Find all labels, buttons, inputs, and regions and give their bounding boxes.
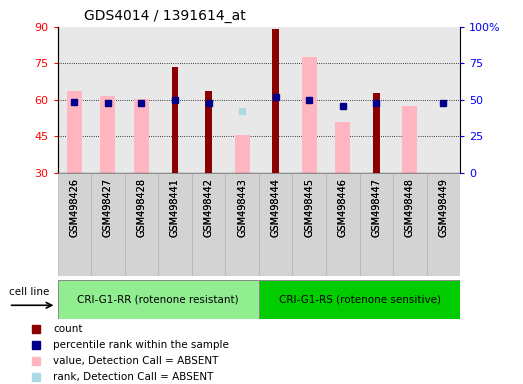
Bar: [402, 106, 417, 173]
Text: percentile rank within the sample: percentile rank within the sample: [53, 340, 229, 350]
Text: GSM498428: GSM498428: [137, 178, 146, 237]
Bar: [58, 173, 91, 276]
Text: GSM498441: GSM498441: [170, 178, 180, 237]
Text: GSM498445: GSM498445: [304, 178, 314, 237]
Text: GSM498447: GSM498447: [371, 178, 381, 237]
Bar: [360, 173, 393, 276]
Text: GSM498442: GSM498442: [203, 178, 213, 237]
Text: GSM498446: GSM498446: [338, 178, 348, 237]
Text: GSM498442: GSM498442: [203, 178, 213, 237]
Bar: [67, 91, 82, 173]
Text: GSM498444: GSM498444: [271, 178, 281, 237]
FancyBboxPatch shape: [259, 280, 460, 319]
Text: GSM498443: GSM498443: [237, 178, 247, 237]
Bar: [100, 96, 116, 173]
Bar: [326, 173, 360, 276]
Text: GSM498428: GSM498428: [137, 178, 146, 237]
Text: GDS4014 / 1391614_at: GDS4014 / 1391614_at: [84, 9, 245, 23]
Text: GSM498448: GSM498448: [405, 178, 415, 237]
Text: rank, Detection Call = ABSENT: rank, Detection Call = ABSENT: [53, 372, 213, 382]
Bar: [302, 57, 317, 173]
Text: GSM498449: GSM498449: [438, 178, 448, 237]
Bar: [134, 99, 149, 173]
Bar: [91, 173, 124, 276]
Text: GSM498443: GSM498443: [237, 178, 247, 237]
Bar: [393, 173, 427, 276]
Bar: [205, 91, 212, 173]
Text: cell line: cell line: [8, 287, 49, 297]
Text: GSM498427: GSM498427: [103, 178, 113, 237]
Text: GSM498449: GSM498449: [438, 178, 448, 237]
Bar: [427, 173, 460, 276]
Text: GSM498448: GSM498448: [405, 178, 415, 237]
Text: GSM498426: GSM498426: [70, 178, 79, 237]
Bar: [225, 173, 259, 276]
Text: GSM498441: GSM498441: [170, 178, 180, 237]
Text: GSM498427: GSM498427: [103, 178, 113, 237]
Text: count: count: [53, 323, 83, 334]
Text: GSM498445: GSM498445: [304, 178, 314, 237]
Bar: [292, 173, 326, 276]
Bar: [158, 173, 192, 276]
Bar: [192, 173, 225, 276]
FancyBboxPatch shape: [58, 280, 259, 319]
Text: value, Detection Call = ABSENT: value, Detection Call = ABSENT: [53, 356, 218, 366]
Text: CRI-G1-RR (rotenone resistant): CRI-G1-RR (rotenone resistant): [77, 295, 239, 305]
Text: CRI-G1-RS (rotenone sensitive): CRI-G1-RS (rotenone sensitive): [279, 295, 440, 305]
Bar: [373, 93, 380, 173]
Bar: [234, 135, 249, 173]
Text: GSM498447: GSM498447: [371, 178, 381, 237]
Bar: [124, 173, 158, 276]
Bar: [259, 173, 292, 276]
Text: GSM498426: GSM498426: [70, 178, 79, 237]
Text: GSM498444: GSM498444: [271, 178, 281, 237]
Text: GSM498446: GSM498446: [338, 178, 348, 237]
Bar: [272, 29, 279, 173]
Bar: [335, 122, 350, 173]
Bar: [172, 67, 178, 173]
